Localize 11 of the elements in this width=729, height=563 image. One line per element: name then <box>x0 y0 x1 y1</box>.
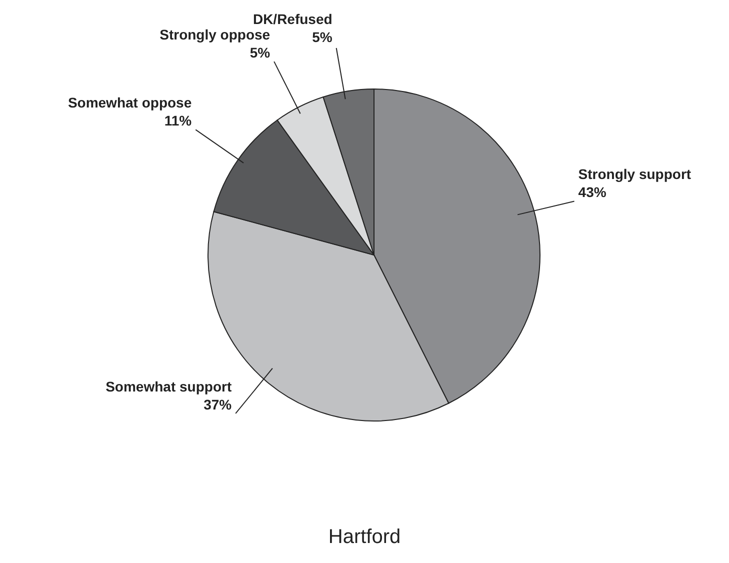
slice-label: Strongly oppose <box>160 26 270 43</box>
data-label: 5% <box>250 44 271 61</box>
data-label: 43% <box>578 184 607 200</box>
slice-label: Somewhat support <box>106 378 232 394</box>
data-label: 11% <box>164 112 192 129</box>
slice-label: Somewhat oppose <box>68 94 192 111</box>
text: Hartford <box>327 526 402 549</box>
data-label: 5% <box>312 29 333 45</box>
data-label: 37% <box>204 396 232 412</box>
slice-label: Strongly support <box>578 166 692 182</box>
slice-label: DK/Refused <box>252 11 332 27</box>
